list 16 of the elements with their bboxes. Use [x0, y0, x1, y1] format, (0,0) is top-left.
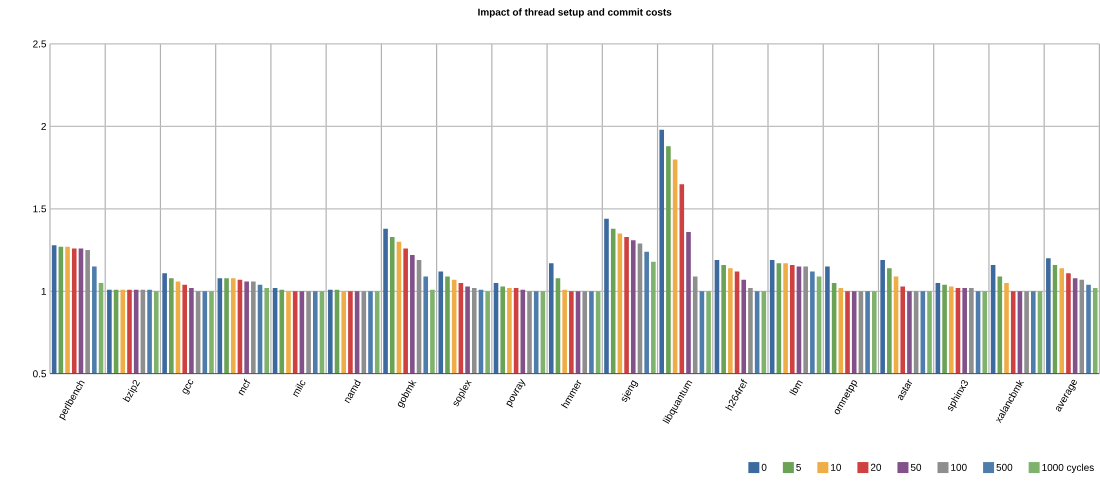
legend-label: 50 [910, 463, 922, 472]
chart-title: Impact of thread setup and commit costs [478, 8, 672, 18]
y-tick-label: 1 [41, 288, 46, 295]
legend-label: 1000 cycles [1042, 463, 1094, 474]
legend-label: 100 [951, 463, 967, 472]
y-tick-label: 1.5 [33, 205, 47, 213]
legend-label: 20 [870, 463, 882, 472]
legend-label: 5 [796, 464, 801, 471]
legend-label: 500 [996, 463, 1013, 472]
legend-label: 0 [761, 463, 767, 472]
x-tick-label: lbm [789, 380, 803, 396]
x-tick-label: gcc [182, 379, 194, 395]
y-tick-label: 0.5 [33, 370, 47, 378]
y-tick-label: 2 [41, 123, 46, 131]
legend-label: 10 [831, 463, 842, 472]
y-tick-label: 2.5 [33, 40, 47, 48]
